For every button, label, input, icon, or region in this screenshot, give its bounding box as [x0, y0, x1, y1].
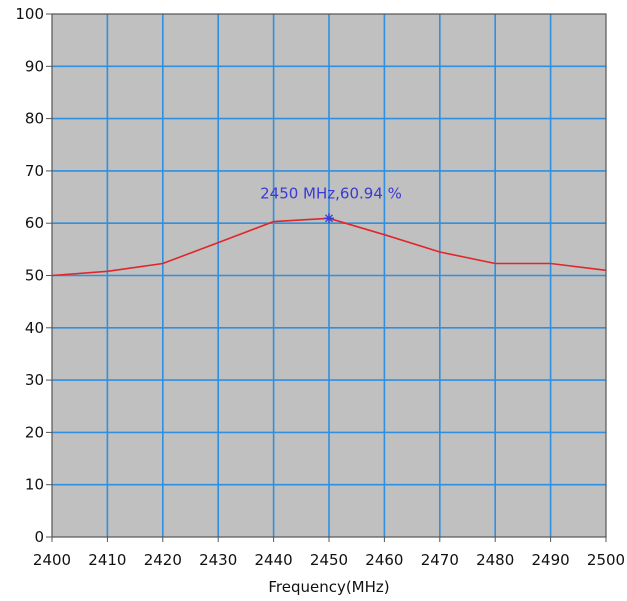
x-tick-label: 2440	[255, 551, 293, 569]
marker-stroke	[325, 214, 333, 223]
x-tick-label: 2470	[421, 551, 459, 569]
axes: 2400 2410 2420 2430 2440 2450 2460 2470 2480 2490…	[15, 5, 625, 569]
y-tick-label: 40	[25, 319, 44, 337]
marker-layer: 2450 MHz,60.94 %	[260, 184, 402, 224]
y-tick-label: 20	[25, 423, 44, 441]
x-tick-label: 2430	[199, 551, 237, 569]
y-tick-label: 30	[25, 371, 44, 389]
y-tick-label: 10	[25, 476, 44, 494]
x-tick-label: 2460	[365, 551, 403, 569]
marker-point	[324, 213, 334, 224]
marker-label: 2450 MHz,60.94 %	[260, 184, 402, 202]
x-tick-label: 2420	[144, 551, 182, 569]
x-axis-title: Frequency(MHz)	[268, 578, 389, 596]
x-tick-label: 2500	[587, 551, 625, 569]
x-tick-label: 2480	[476, 551, 514, 569]
x-tick-label: 2450	[310, 551, 348, 569]
y-tick-label: 100	[15, 5, 44, 23]
y-tick-label: 90	[25, 57, 44, 75]
x-tick-label: 2490	[532, 551, 570, 569]
y-tick-label: 60	[25, 214, 44, 232]
x-tick-label: 2400	[33, 551, 71, 569]
y-tick-label: 50	[25, 267, 44, 285]
y-tick-label: 70	[25, 162, 44, 180]
y-tick-label: 0	[34, 528, 44, 546]
x-tick-label: 2410	[88, 551, 126, 569]
y-tick-label: 80	[25, 110, 44, 128]
